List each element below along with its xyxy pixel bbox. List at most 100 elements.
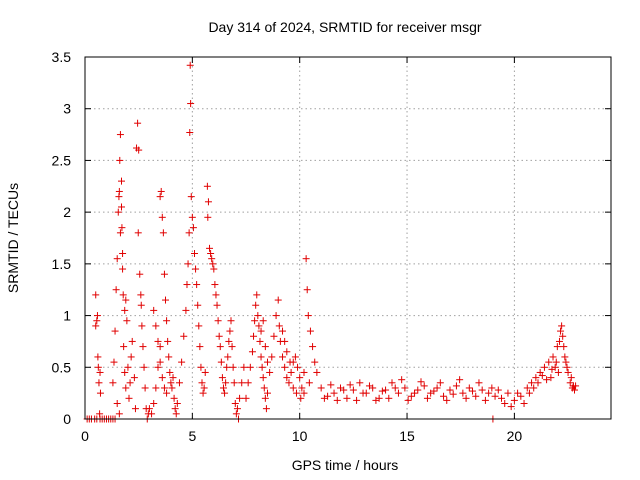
data-point: [113, 255, 121, 263]
data-point: [165, 353, 173, 361]
data-point: [248, 348, 256, 356]
data-point: [569, 382, 577, 390]
data-point: [116, 156, 124, 164]
data-point: [465, 384, 473, 392]
data-point: [231, 399, 239, 407]
data-point: [330, 389, 338, 397]
data-point: [230, 379, 238, 387]
y-tick-label: 0: [63, 411, 71, 427]
data-point: [214, 317, 222, 325]
data-point: [256, 337, 264, 345]
data-point: [209, 260, 217, 268]
data-point: [557, 327, 565, 335]
data-point: [156, 193, 164, 201]
data-point: [216, 343, 224, 351]
data-point: [272, 312, 280, 320]
data-point: [404, 396, 412, 404]
data-point: [141, 384, 149, 392]
data-point: [430, 387, 438, 395]
data-point: [553, 343, 561, 351]
data-point: [356, 379, 364, 387]
y-tick-label: 1.5: [52, 256, 72, 272]
data-point: [122, 384, 130, 392]
plot-frame: [84, 56, 612, 420]
data-point: [196, 343, 204, 351]
data-point: [117, 203, 125, 211]
data-point: [123, 317, 131, 325]
data-point: [93, 317, 101, 325]
data-point: [401, 384, 409, 392]
data-point: [549, 353, 557, 361]
data-point: [517, 392, 525, 400]
data-point: [555, 337, 563, 345]
data-point: [417, 378, 425, 386]
data-point: [125, 394, 133, 402]
data-point: [382, 386, 390, 394]
data-point: [306, 327, 314, 335]
data-point: [507, 403, 515, 411]
data-point: [128, 337, 136, 345]
data-point: [163, 389, 171, 397]
data-point: [137, 301, 145, 309]
data-point: [183, 281, 191, 289]
data-point: [327, 381, 335, 389]
data-point: [346, 381, 354, 389]
data-point: [528, 379, 536, 387]
data-point: [545, 358, 553, 366]
data-point: [166, 368, 174, 376]
data-point: [227, 317, 235, 325]
data-point: [204, 198, 212, 206]
data-point: [159, 229, 167, 237]
data-point: [258, 363, 266, 371]
data-point: [343, 394, 351, 402]
data-point: [215, 332, 223, 340]
data-point: [443, 396, 451, 404]
data-point: [118, 224, 126, 232]
data-point: [349, 386, 357, 394]
data-point: [420, 382, 428, 390]
data-point: [126, 379, 134, 387]
data-point: [168, 384, 176, 392]
data-point: [388, 379, 396, 387]
data-point: [478, 386, 486, 394]
data-point: [208, 255, 216, 263]
data-point: [287, 368, 295, 376]
data-point: [564, 368, 572, 376]
data-point: [119, 265, 127, 273]
data-point: [185, 229, 193, 237]
data-point: [162, 296, 170, 304]
y-tick-label: 1: [63, 308, 71, 324]
data-point: [194, 301, 202, 309]
x-tick-label: 5: [188, 428, 196, 444]
data-point: [157, 187, 165, 195]
data-point: [188, 213, 196, 221]
data-point: [281, 363, 289, 371]
data-point: [514, 389, 522, 397]
data-point: [232, 410, 240, 418]
data-point: [311, 358, 319, 366]
data-point: [525, 389, 533, 397]
data-point: [150, 306, 158, 314]
data-point: [173, 399, 181, 407]
data-point: [204, 213, 212, 221]
data-point: [92, 291, 100, 299]
data-point: [127, 353, 135, 361]
data-point: [225, 337, 233, 345]
y-tick-label: 0.5: [52, 359, 72, 375]
data-point: [250, 332, 258, 340]
y-tick-label: 3.5: [52, 49, 72, 65]
data-point: [240, 363, 248, 371]
data-point: [411, 389, 419, 397]
data-point: [158, 213, 166, 221]
data-point: [92, 322, 100, 330]
data-point: [285, 379, 293, 387]
data-point: [257, 353, 265, 361]
data-point: [472, 392, 480, 400]
data-point: [186, 129, 194, 137]
data-point: [140, 363, 148, 371]
data-point: [236, 394, 244, 402]
data-point: [359, 389, 367, 397]
data-point: [452, 382, 460, 390]
data-point: [530, 384, 538, 392]
